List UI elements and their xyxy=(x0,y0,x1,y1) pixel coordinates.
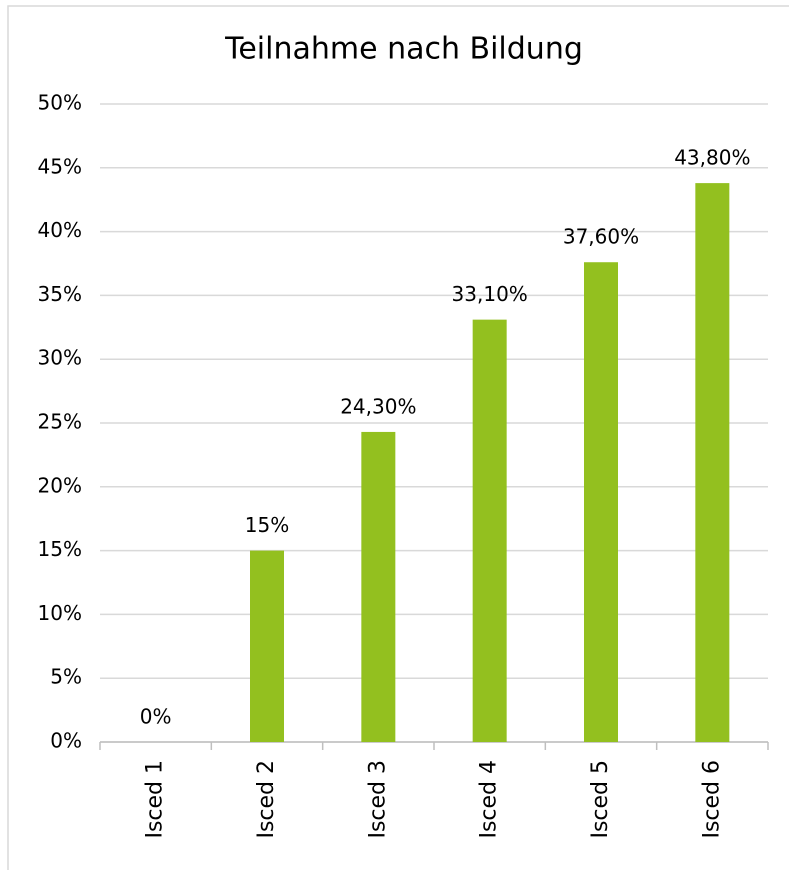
x-tick-label: Isced 4 xyxy=(477,760,502,839)
y-tick-label: 5% xyxy=(50,665,82,689)
chart-border xyxy=(7,5,789,870)
y-tick-label: 40% xyxy=(38,218,82,242)
x-tick-label: Isced 3 xyxy=(365,760,390,839)
y-tick-label: 45% xyxy=(38,154,82,178)
bar xyxy=(584,262,618,742)
y-tick-label: 35% xyxy=(38,282,82,306)
value-label: 33,10% xyxy=(452,282,528,306)
y-tick-label: 30% xyxy=(38,346,82,370)
bar xyxy=(695,183,730,742)
value-label: 43,80% xyxy=(674,146,750,170)
y-tick-label: 25% xyxy=(38,410,82,434)
bar xyxy=(250,550,284,742)
value-label: 0% xyxy=(140,705,172,729)
bar xyxy=(472,319,507,742)
y-tick-label: 50% xyxy=(38,91,82,115)
y-tick-label: 15% xyxy=(38,537,82,561)
x-tick-label: Isced 5 xyxy=(588,760,613,839)
value-label: 24,30% xyxy=(340,394,416,418)
chart-title: Teilnahme nach Bildung xyxy=(224,32,583,67)
y-tick-label: 10% xyxy=(38,601,82,625)
x-tick-label: Isced 6 xyxy=(699,760,724,839)
x-tick-label: Isced 1 xyxy=(143,760,168,839)
y-tick-label: 0% xyxy=(50,729,82,753)
value-label: 37,60% xyxy=(563,225,639,249)
bar xyxy=(361,431,396,742)
value-label: 15% xyxy=(245,513,289,537)
y-tick-label: 20% xyxy=(38,473,82,497)
x-tick-label: Isced 2 xyxy=(254,760,279,839)
